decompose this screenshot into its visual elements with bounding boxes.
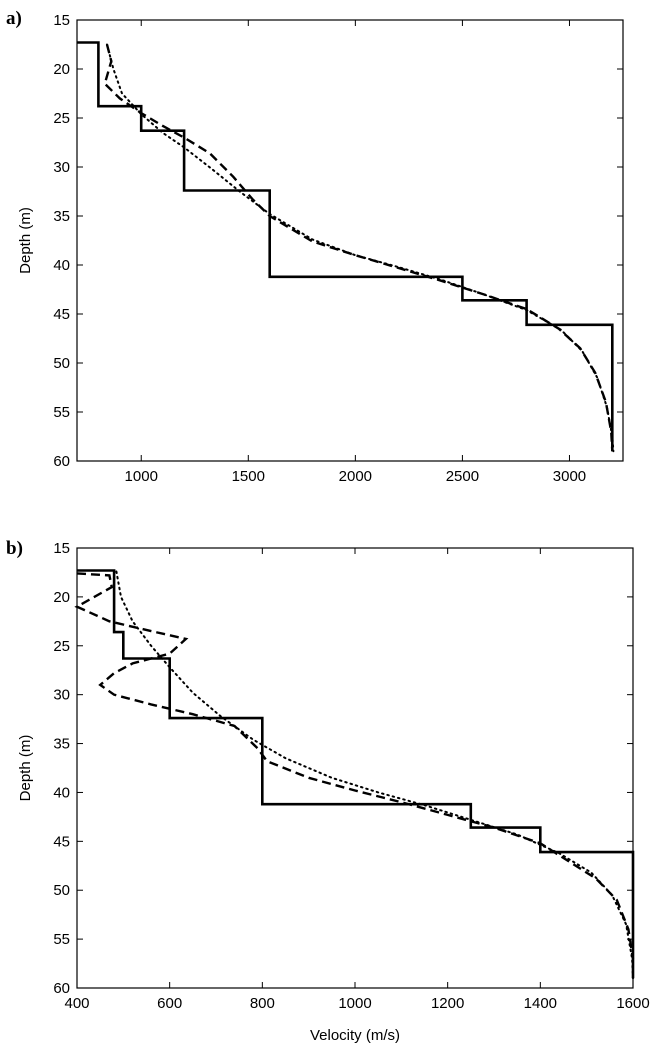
- panel-label-a: a): [6, 8, 22, 29]
- chart-panel-a: a) 1000 1500 2000 2500 3000 15 20 25 30 35 40 45 50…: [6, 8, 624, 485]
- x-tick-label-b: 1000: [338, 995, 371, 1012]
- x-tick-label-b: 800: [250, 995, 275, 1012]
- y-tick-label-b: 25: [53, 638, 70, 655]
- y-tick-label-a: 25: [53, 110, 70, 127]
- y-tick-label-a: 20: [53, 61, 70, 78]
- x-tick-label-b: 1200: [431, 995, 464, 1012]
- y-tick-label-b: 20: [53, 589, 70, 606]
- y-tick-label-b: 40: [53, 784, 70, 801]
- y-tick-label-b: 55: [53, 931, 70, 948]
- y-tick-label-a: 50: [53, 355, 70, 372]
- y-ticks-a: 15 20 25 30 35 40 45 50 55 60: [53, 12, 623, 470]
- x-tick-label-b: 400: [64, 995, 89, 1012]
- series-line-solid-a: [77, 41, 614, 452]
- panel-label-b: b): [6, 538, 23, 559]
- x-axis-label-b: Velocity (m/s): [310, 1027, 400, 1044]
- plot-frame-b: [76, 547, 634, 989]
- y-axis-label-b: Depth (m): [17, 735, 34, 802]
- x-tick-label-a: 1000: [125, 468, 158, 485]
- series-line-dashed-b: [74, 572, 635, 959]
- x-tick-label-b: 1600: [616, 995, 649, 1012]
- series-line-solid-b: [77, 569, 635, 979]
- y-tick-label-a: 40: [53, 257, 70, 274]
- x-tick-label-b: 1400: [524, 995, 557, 1012]
- y-tick-label-b: 30: [53, 687, 70, 704]
- y-tick-label-b: 60: [53, 980, 70, 997]
- y-tick-label-a: 30: [53, 159, 70, 176]
- y-tick-label-b: 15: [53, 540, 70, 557]
- y-tick-label-a: 45: [53, 306, 70, 323]
- series-line-dotted-a: [106, 43, 615, 453]
- y-tick-label-a: 60: [53, 453, 70, 470]
- series-line-dotted-b: [115, 570, 634, 980]
- y-tick-label-b: 35: [53, 736, 70, 753]
- y-tick-label-b: 45: [53, 833, 70, 850]
- y-tick-label-a: 35: [53, 208, 70, 225]
- x-tick-label-a: 2500: [446, 468, 479, 485]
- plot-frame-a: [76, 19, 624, 462]
- y-tick-label-a: 55: [53, 404, 70, 421]
- x-ticks-b: 400 600 800 1000 1200 1400 1600: [64, 548, 650, 1012]
- y-axis-label-a: Depth (m): [17, 207, 34, 274]
- x-tick-label-a: 1500: [232, 468, 265, 485]
- x-tick-label-a: 2000: [339, 468, 372, 485]
- series-lines-b: [74, 569, 635, 980]
- y-ticks-b: 15 20 25 30 35 40 45 50 55 60: [53, 540, 633, 997]
- y-tick-label-a: 15: [53, 12, 70, 29]
- series-line-dashed-a: [103, 44, 614, 452]
- series-lines-a: [77, 41, 615, 453]
- x-tick-label-a: 3000: [553, 468, 586, 485]
- x-ticks-a: 1000 1500 2000 2500 3000: [125, 20, 586, 485]
- y-tick-label-b: 50: [53, 882, 70, 899]
- x-tick-label-b: 600: [157, 995, 182, 1012]
- chart-panel-b: b) 400 600 800 1000 1200 1400 1600 15202530354…: [6, 538, 650, 1044]
